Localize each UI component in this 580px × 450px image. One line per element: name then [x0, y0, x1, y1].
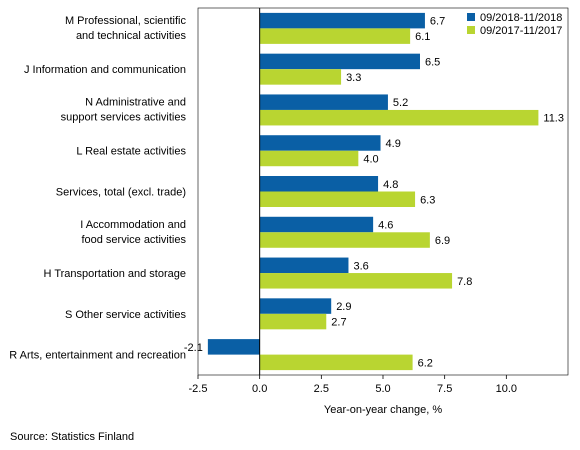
bar-series1 — [259, 53, 420, 70]
category-label: Services, total (excl. trade) — [56, 187, 186, 199]
x-tick-label: 10.0 — [496, 383, 517, 395]
x-tick-label: 2.5 — [314, 383, 329, 395]
x-tick-label: -2.5 — [189, 383, 208, 395]
data-label: 11.3 — [543, 113, 564, 125]
data-label: 3.6 — [353, 260, 368, 272]
category-label: food service activities — [81, 234, 186, 246]
data-label: 6.9 — [435, 235, 450, 247]
x-tick-label: 5.0 — [375, 383, 390, 395]
bar-series1 — [259, 298, 332, 314]
bar-series2 — [259, 273, 453, 289]
bar-series2 — [259, 28, 411, 44]
data-label: 3.3 — [346, 72, 361, 84]
bar-series1 — [259, 94, 388, 110]
data-label: 6.7 — [430, 16, 445, 28]
bar-series2 — [259, 191, 416, 207]
bar-series2 — [259, 313, 327, 330]
bar-series2 — [259, 232, 430, 248]
bar-series1 — [259, 257, 349, 274]
data-label: 6.5 — [425, 56, 440, 68]
bar-series1 — [259, 216, 374, 233]
bar-series1 — [259, 135, 381, 151]
data-label: 4.0 — [363, 153, 378, 165]
data-label: 4.6 — [378, 220, 393, 232]
bar-series2 — [259, 354, 413, 371]
x-tick-label: 7.5 — [437, 383, 452, 395]
category-label: L Real estate activities — [76, 146, 186, 158]
category-label: H Transportation and storage — [44, 268, 186, 280]
bar-series2 — [259, 69, 342, 85]
category-label: S Other service activities — [65, 309, 187, 321]
source-note: Source: Statistics Finland — [10, 431, 134, 443]
data-label: 7.8 — [457, 276, 472, 288]
data-label: 4.8 — [383, 179, 398, 191]
legend-label: 09/2017-11/2017 — [480, 25, 562, 37]
category-label: I Accommodation and — [80, 219, 186, 231]
category-label: J Information and communication — [24, 64, 186, 76]
data-label: 4.9 — [386, 138, 401, 150]
bar-series1 — [207, 339, 260, 355]
bar-series2 — [259, 109, 539, 126]
bar-series2 — [259, 150, 359, 167]
bar-series1 — [259, 176, 379, 192]
legend-swatch — [467, 13, 475, 21]
x-tick-label: 0.0 — [252, 383, 267, 395]
data-label: 6.2 — [418, 357, 433, 369]
legend-label: 09/2018-11/2018 — [480, 12, 562, 24]
bar-series1 — [259, 12, 425, 29]
data-label: 2.7 — [331, 317, 346, 329]
data-label: -2.1 — [184, 342, 203, 354]
data-label: 6.1 — [415, 31, 430, 43]
category-label: N Administrative and — [85, 96, 186, 108]
data-label: 5.2 — [393, 97, 408, 109]
legend-swatch — [467, 26, 475, 34]
category-label: and technical activities — [76, 30, 187, 42]
x-axis-title: Year-on-year change, % — [324, 404, 442, 416]
category-label: M Professional, scientific — [65, 15, 187, 27]
category-label: support services activities — [61, 111, 187, 123]
category-label: R Arts, entertainment and recreation — [9, 350, 186, 362]
data-label: 2.9 — [336, 301, 351, 313]
data-label: 6.3 — [420, 194, 435, 206]
